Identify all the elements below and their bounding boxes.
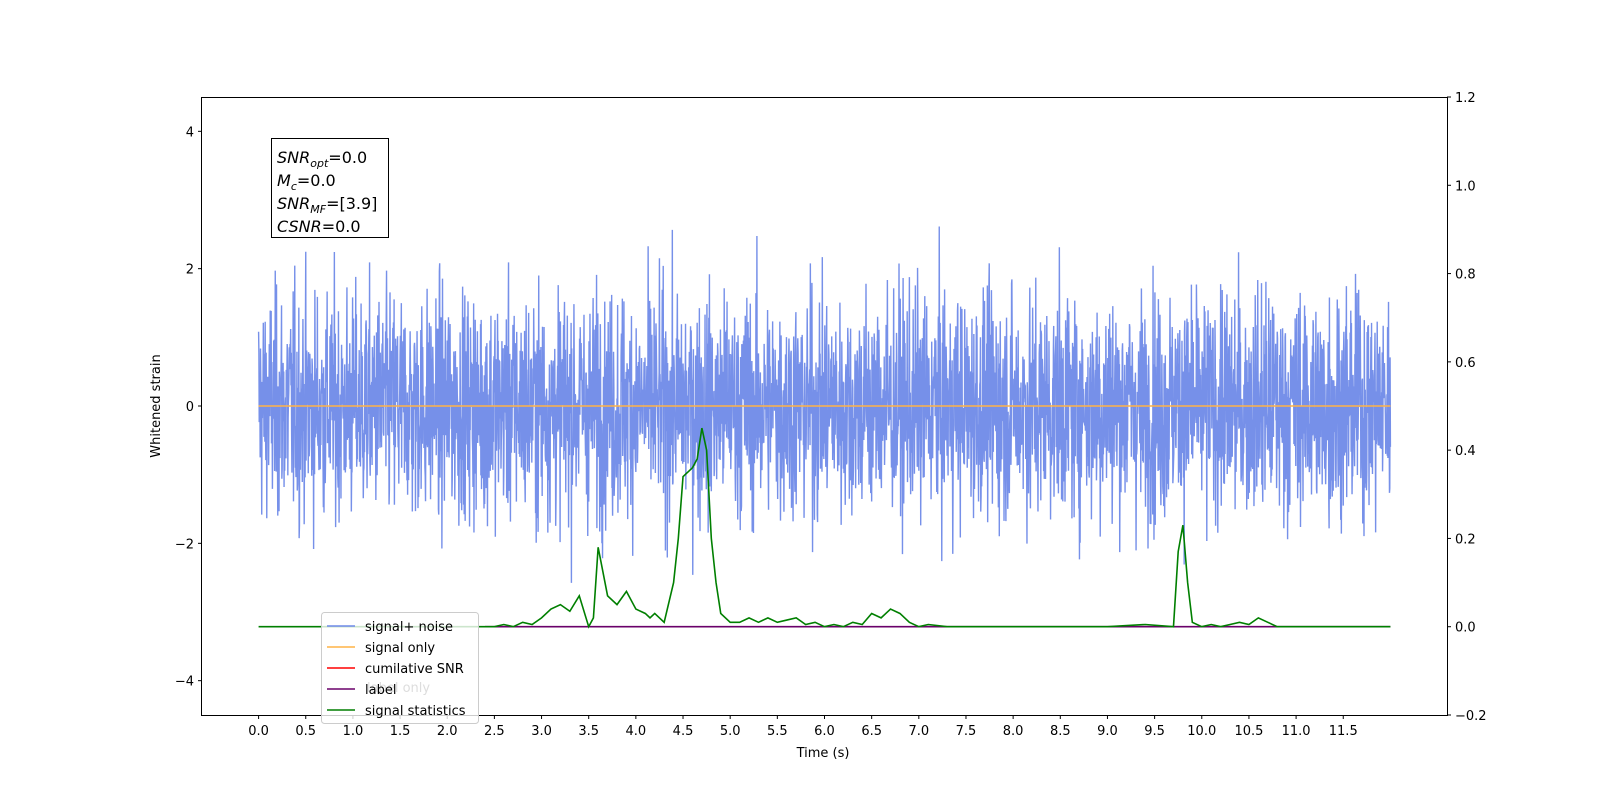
y-left-tick-label: 0 [186,400,194,415]
y-axis-right: −0.2 0.0 0.2 0.4 0.6 0.8 1.0 1.2 [1447,91,1487,724]
y-left-tick-label: 2 [186,263,194,278]
legend-label: signal only [365,641,435,656]
x-tick-label: 2.5 [484,724,505,739]
x-tick-label: 8.0 [1003,724,1024,739]
y-left-tick-label: −2 [175,537,194,552]
annotation-line: Mc=0.0 [277,171,336,193]
series-signal-statistics-line [258,427,1391,629]
y-right-tick-label: 0.6 [1455,356,1476,371]
x-tick-label: 8.5 [1050,724,1071,739]
legend-ghost-label: label only [367,681,430,696]
legend-label: label [365,683,396,698]
y-right-tick-label: 0.2 [1455,532,1476,547]
legend-label: cumilative SNR [365,662,464,677]
annotation-line: SNRopt=0.0 [277,148,367,170]
x-tick-label: 9.0 [1097,724,1118,739]
x-tick-label: 3.5 [578,724,599,739]
legend: label only signal+ noise signal only cumila… [321,612,479,724]
x-tick-label: 10.5 [1234,724,1263,739]
y-right-tick-label: 0.8 [1455,268,1476,283]
x-axis-label: Time (s) [796,746,850,761]
annotation-line: CSNR=0.0 [277,217,361,236]
series-signal-noise-line [257,226,1392,583]
x-tick-label: 7.0 [908,724,929,739]
x-tick-label: 10.0 [1187,724,1216,739]
x-tick-label: 1.5 [390,724,411,739]
legend-frame [321,612,479,724]
y-right-tick-label: 0.4 [1455,444,1476,459]
y-left-tick-label: −4 [175,675,194,690]
plot-area [257,226,1392,629]
x-tick-label: 4.0 [626,724,647,739]
legend-label: signal+ noise [365,620,453,635]
y-right-tick-label: 1.2 [1455,91,1476,106]
x-tick-label: 0.5 [295,724,316,739]
x-tick-label: 4.5 [673,724,694,739]
x-axis: 0.0 0.5 1.0 1.5 2.0 2.5 3.0 3.5 4.0 4.5 5.0 5.5 6.0 6… [248,715,1358,739]
y-axis-left: −4 −2 0 2 4 [175,125,202,690]
y-axis-label: Whitened strain [149,354,164,457]
x-tick-label: 2.0 [437,724,458,739]
x-tick-label: 11.0 [1282,724,1311,739]
x-tick-label: 6.5 [861,724,882,739]
x-tick-label: 9.5 [1144,724,1165,739]
x-tick-label: 1.0 [343,724,364,739]
x-tick-label: 7.5 [956,724,977,739]
y-right-tick-label: −0.2 [1455,709,1487,724]
annotation-frame [271,138,389,238]
x-tick-label: 5.0 [720,724,741,739]
x-tick-label: 3.0 [531,724,552,739]
y-right-tick-label: 0.0 [1455,621,1476,636]
annotation-line: SNRMF=[3.9] [277,194,377,216]
x-tick-label: 5.5 [767,724,788,739]
y-left-tick-label: 4 [186,125,194,140]
x-tick-label: 6.0 [814,724,835,739]
legend-label: signal statistics [365,704,466,719]
x-tick-label: 11.5 [1329,724,1358,739]
y-right-tick-label: 1.0 [1455,179,1476,194]
x-tick-label: 0.0 [248,724,269,739]
